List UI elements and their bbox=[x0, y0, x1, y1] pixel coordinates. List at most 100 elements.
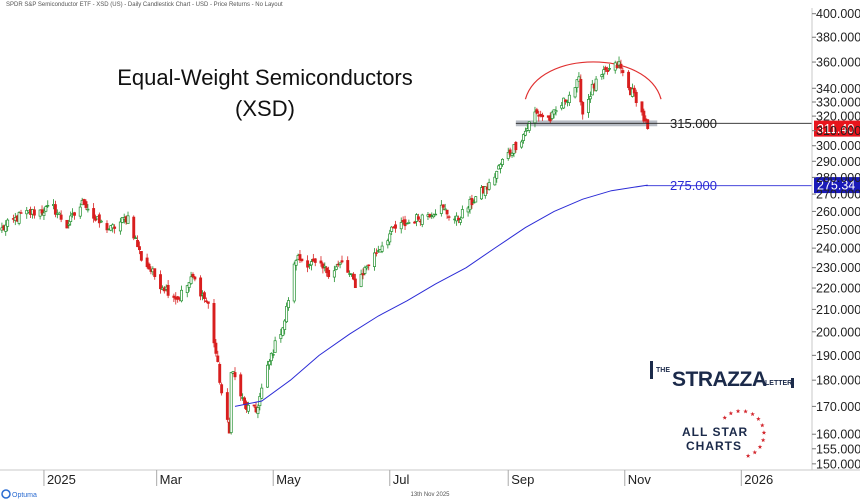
last-price-tag: 311.40 bbox=[814, 120, 860, 137]
x-tick-label: 2026 bbox=[744, 472, 773, 487]
y-tick-label: 360.000 bbox=[816, 56, 860, 70]
candle bbox=[214, 339, 218, 357]
candle bbox=[562, 97, 566, 109]
candle bbox=[327, 266, 331, 279]
candle bbox=[567, 91, 571, 106]
candle bbox=[388, 229, 392, 246]
candle bbox=[501, 158, 504, 167]
candle bbox=[373, 248, 376, 271]
y-tick-label: 190.000 bbox=[816, 349, 860, 363]
y-tick-label: 280.000 bbox=[816, 171, 860, 185]
candle bbox=[353, 273, 357, 289]
candle bbox=[386, 238, 390, 249]
candle bbox=[506, 147, 510, 161]
chart-title: Equal-Weight Semiconductors bbox=[117, 65, 413, 90]
candle bbox=[283, 319, 287, 335]
candle bbox=[44, 205, 48, 213]
reference-line-label: 315.000 bbox=[670, 116, 717, 131]
y-tick-label: 380.000 bbox=[816, 31, 860, 45]
candle bbox=[120, 217, 124, 224]
candle bbox=[204, 297, 208, 303]
candle bbox=[338, 262, 342, 269]
chart-subtitle: (XSD) bbox=[235, 96, 295, 121]
candle bbox=[581, 100, 585, 120]
y-tick-label: 290.000 bbox=[816, 155, 860, 169]
candle bbox=[627, 70, 631, 91]
candle bbox=[252, 404, 256, 408]
candle bbox=[606, 66, 610, 75]
x-tick-label: Mar bbox=[160, 472, 183, 487]
candle bbox=[420, 213, 424, 228]
candle bbox=[138, 241, 141, 255]
candle bbox=[554, 106, 558, 116]
candle bbox=[575, 79, 579, 93]
candle bbox=[187, 282, 191, 292]
candle bbox=[523, 127, 527, 137]
all-star-charts-logo: ALL STAR CHARTS bbox=[682, 408, 767, 458]
candle bbox=[57, 211, 61, 215]
candle bbox=[522, 133, 525, 144]
candle bbox=[380, 241, 384, 254]
candle bbox=[78, 203, 82, 219]
last-price-value: 311.40 bbox=[817, 122, 854, 136]
candle bbox=[294, 259, 298, 271]
chart-caption: SPDR S&P Semiconductor ETF - XSD (US) - … bbox=[6, 2, 283, 8]
asc-line1: ALL STAR bbox=[682, 425, 748, 439]
candle bbox=[535, 107, 539, 115]
y-tick-label: 160.000 bbox=[816, 428, 860, 442]
candle bbox=[180, 285, 183, 303]
candle bbox=[134, 235, 138, 239]
candle bbox=[189, 271, 193, 285]
candle bbox=[550, 110, 554, 121]
candle bbox=[267, 359, 271, 370]
candle bbox=[634, 89, 638, 107]
candle bbox=[136, 235, 140, 248]
last-price-value: 275.34 bbox=[817, 179, 855, 193]
candle bbox=[233, 367, 237, 381]
candle bbox=[573, 87, 577, 99]
candle bbox=[118, 218, 122, 235]
candle bbox=[113, 224, 117, 234]
y-tick-label: 170.000 bbox=[816, 400, 860, 414]
candle bbox=[394, 220, 397, 233]
candle bbox=[447, 214, 451, 221]
candle bbox=[413, 220, 417, 224]
candle bbox=[220, 382, 224, 396]
optuma-brand: Optuma bbox=[1, 489, 37, 499]
optuma-icon bbox=[1, 489, 11, 499]
candle bbox=[46, 200, 50, 208]
candle bbox=[588, 91, 592, 103]
candle bbox=[579, 74, 583, 106]
candle bbox=[69, 211, 73, 226]
candle bbox=[407, 219, 411, 224]
candle bbox=[212, 298, 216, 348]
candle bbox=[92, 203, 96, 223]
candle bbox=[323, 262, 327, 272]
candle bbox=[533, 106, 537, 128]
candle bbox=[590, 79, 594, 96]
candle bbox=[145, 253, 149, 269]
candle bbox=[332, 265, 336, 283]
candle bbox=[153, 268, 157, 280]
candle bbox=[640, 101, 644, 116]
candle bbox=[17, 211, 21, 226]
candle bbox=[432, 213, 436, 219]
candle bbox=[564, 99, 567, 105]
y-tick-label: 340.000 bbox=[816, 82, 860, 96]
y-tick-label: 250.000 bbox=[816, 223, 860, 237]
candle bbox=[390, 225, 394, 235]
candle bbox=[487, 178, 491, 191]
candle bbox=[403, 215, 407, 230]
candle bbox=[281, 326, 285, 337]
candle bbox=[608, 64, 611, 72]
candle bbox=[340, 255, 344, 264]
candle bbox=[185, 284, 189, 298]
x-tick-label: 2025 bbox=[47, 472, 76, 487]
candle bbox=[19, 209, 23, 214]
candle bbox=[25, 206, 29, 219]
x-tick-label: Nov bbox=[628, 472, 652, 487]
candle bbox=[191, 272, 195, 278]
candle bbox=[42, 207, 46, 220]
candle bbox=[271, 349, 275, 359]
